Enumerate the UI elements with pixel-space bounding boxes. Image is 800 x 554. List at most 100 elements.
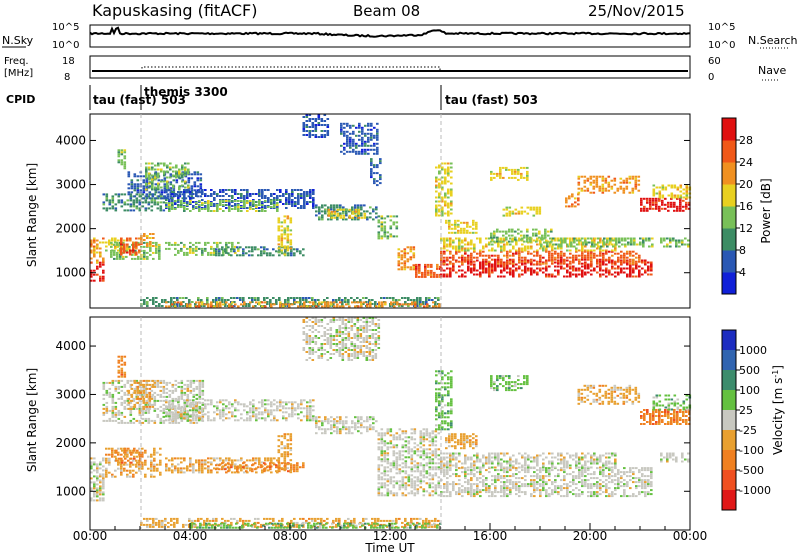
heatmap-cell	[370, 136, 373, 139]
heatmap-cell	[267, 413, 270, 416]
heatmap-cell	[168, 206, 171, 208]
heatmap-cell	[158, 255, 161, 258]
heatmap-cell	[508, 168, 511, 171]
heatmap-cell	[450, 212, 453, 215]
heatmap-cell	[418, 271, 421, 274]
heatmap-cell	[120, 401, 124, 404]
heatmap-cell	[529, 208, 533, 211]
heatmap-cell	[249, 419, 252, 422]
heatmap-cell	[99, 255, 102, 258]
heatmap-cell	[143, 303, 146, 305]
heatmap-cell	[521, 247, 524, 250]
heatmap-cell	[548, 252, 551, 255]
heatmap-cell	[201, 401, 205, 404]
heatmap-cell	[348, 214, 352, 217]
heatmap-cell	[102, 407, 106, 410]
heatmap-cell	[165, 197, 168, 199]
heatmap-cell	[183, 403, 187, 406]
heatmap-cell	[123, 415, 127, 418]
heatmap-cell	[435, 305, 438, 308]
heatmap-cell	[390, 303, 393, 306]
heatmap-cell	[129, 251, 132, 254]
heatmap-cell	[216, 195, 219, 197]
heatmap-cell	[685, 201, 688, 204]
heatmap-cell	[156, 451, 159, 454]
heatmap-cell	[180, 467, 183, 470]
heatmap-cell	[135, 251, 138, 254]
heatmap-cell	[117, 355, 121, 358]
heatmap-cell	[352, 130, 355, 133]
heatmap-cell	[165, 405, 168, 408]
heatmap-cell	[293, 303, 296, 305]
heatmap-cell	[139, 457, 142, 460]
heatmap-cell	[222, 411, 225, 414]
heatmap-cell	[630, 243, 633, 246]
heatmap-cell	[444, 170, 447, 173]
heatmap-cell	[628, 175, 632, 178]
heatmap-cell	[199, 177, 203, 180]
heatmap-cell	[216, 245, 219, 248]
heatmap-cell	[415, 273, 418, 276]
heatmap-cell	[237, 210, 240, 212]
heatmap-cell	[554, 237, 557, 240]
heatmap-cell	[138, 251, 141, 254]
heatmap-cell	[132, 451, 135, 454]
heatmap-cell	[302, 124, 306, 126]
heatmap-cell	[210, 204, 213, 206]
heatmap-cell	[192, 413, 195, 416]
heatmap-cell	[246, 413, 249, 416]
heatmap-cell	[373, 152, 376, 155]
heatmap-cell	[428, 297, 431, 299]
power-ytick-label: 2000	[55, 222, 86, 236]
heatmap-cell	[126, 475, 129, 478]
heatmap-cell	[587, 250, 590, 253]
heatmap-cell	[441, 214, 444, 217]
heatmap-cell	[535, 240, 538, 243]
heatmap-cell	[213, 191, 216, 193]
heatmap-cell	[593, 245, 596, 248]
heatmap-cell	[133, 391, 137, 394]
heatmap-cell	[174, 195, 177, 197]
heatmap-cell	[431, 299, 434, 301]
heatmap-cell	[412, 256, 416, 259]
heatmap-cell	[252, 202, 255, 204]
heatmap-cell	[156, 201, 160, 204]
heatmap-cell	[470, 243, 473, 246]
heatmap-cell	[596, 265, 599, 268]
heatmap-cell	[157, 172, 160, 175]
heatmap-cell	[183, 413, 186, 416]
heatmap-cell	[180, 409, 183, 412]
noise-trace	[89, 26, 691, 38]
heatmap-cell	[93, 269, 96, 272]
heatmap-cell	[147, 195, 151, 198]
heatmap-cell	[447, 210, 450, 213]
heatmap-cell	[435, 184, 438, 187]
heatmap-cell	[611, 265, 614, 268]
heatmap-cell	[120, 447, 123, 450]
heatmap-cell	[153, 379, 157, 382]
heatmap-cell	[196, 179, 200, 182]
power-ylabel: Slant Range [km]	[25, 163, 39, 267]
heatmap-cell	[160, 162, 163, 165]
heatmap-cell	[544, 232, 547, 235]
heatmap-cell	[652, 197, 655, 200]
heatmap-cell	[171, 457, 174, 460]
heatmap-cell	[168, 204, 171, 206]
heatmap-cell	[346, 138, 349, 141]
heatmap-cell	[116, 253, 119, 256]
heatmap-cell	[458, 260, 461, 263]
heatmap-cell	[116, 251, 119, 254]
heatmap-cell	[196, 177, 200, 180]
heatmap-cell	[376, 138, 379, 141]
heatmap-cell	[153, 475, 156, 478]
heatmap-cell	[617, 271, 620, 274]
heatmap-cell	[407, 297, 410, 299]
heatmap-cell	[628, 191, 632, 194]
heatmap-cell	[626, 259, 629, 262]
heatmap-cell	[593, 269, 596, 272]
heatmap-cell	[210, 457, 213, 460]
heatmap-cell	[143, 301, 146, 303]
heatmap-cell	[610, 185, 614, 188]
heatmap-cell	[258, 407, 261, 410]
heatmap-cell	[320, 134, 324, 136]
